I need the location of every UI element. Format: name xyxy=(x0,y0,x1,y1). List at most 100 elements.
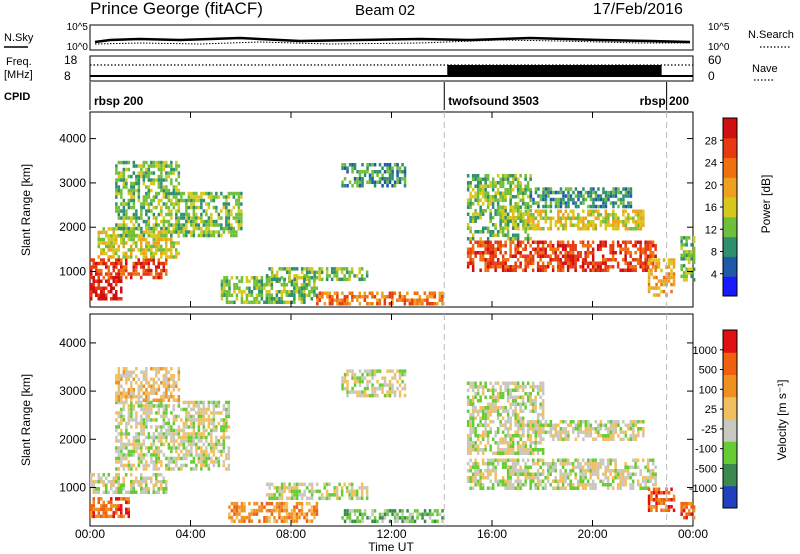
echo-cell xyxy=(190,202,193,206)
echo-cell xyxy=(582,197,585,202)
echo-cell xyxy=(117,268,120,273)
echo-cell xyxy=(207,216,211,220)
echo-cell xyxy=(403,180,407,184)
echo-cell xyxy=(509,209,512,213)
echo-cell xyxy=(647,275,651,280)
echo-cell xyxy=(125,216,128,220)
echo-cell xyxy=(273,300,276,304)
echo-cell xyxy=(481,413,485,417)
echo-cell xyxy=(132,435,136,440)
echo-cell xyxy=(360,486,364,490)
echo-cell xyxy=(270,283,274,287)
echo-cell xyxy=(107,490,110,494)
echo-cell xyxy=(576,465,580,469)
echo-cell xyxy=(223,279,226,283)
echo-cell xyxy=(521,195,525,199)
echo-cell xyxy=(157,202,161,206)
echo-cell xyxy=(499,413,502,417)
echo-cell xyxy=(180,435,183,440)
echo-cell xyxy=(137,248,140,252)
echo-cell xyxy=(489,458,492,462)
echo-cell xyxy=(646,244,650,248)
echo-cell xyxy=(466,188,470,192)
echo-cell xyxy=(531,462,535,466)
echo-cell xyxy=(579,462,582,466)
echo-cell xyxy=(537,187,540,191)
echo-cell xyxy=(278,279,281,283)
echo-cell xyxy=(278,486,281,490)
echo-cell xyxy=(122,202,126,206)
echo-cell xyxy=(611,251,615,255)
echo-cell xyxy=(489,406,492,410)
echo-cell xyxy=(140,202,143,206)
echo-cell xyxy=(481,448,485,452)
echo-cell xyxy=(140,404,143,408)
echo-cell xyxy=(120,377,123,381)
echo-cell xyxy=(225,428,228,433)
echo-cell xyxy=(162,237,165,242)
echo-cell xyxy=(526,240,530,244)
echo-cell xyxy=(343,512,347,517)
echo-cell xyxy=(670,261,673,266)
echo-cell xyxy=(273,508,276,513)
echo-cell xyxy=(363,393,367,398)
echo-cell xyxy=(265,297,269,301)
echo-cell xyxy=(351,386,354,391)
echo-cell xyxy=(484,261,487,265)
echo-cell xyxy=(426,298,429,302)
echo-cell xyxy=(616,483,620,487)
echo-cell xyxy=(215,442,218,447)
echo-cell xyxy=(376,170,379,174)
echo-cell xyxy=(152,241,155,245)
echo-cell xyxy=(107,255,110,259)
echo-cell xyxy=(597,209,600,213)
echo-cell xyxy=(210,418,213,422)
echo-cell xyxy=(157,487,160,491)
echo-cell xyxy=(275,270,279,275)
echo-cell xyxy=(200,446,203,450)
echo-cell xyxy=(200,453,203,457)
echo-cell xyxy=(486,462,490,466)
echo-cell xyxy=(589,483,592,487)
echo-cell xyxy=(117,449,121,454)
echo-cell xyxy=(680,253,683,258)
echo-cell xyxy=(471,441,475,445)
echo-cell xyxy=(499,406,502,410)
echo-cell xyxy=(519,479,522,483)
echo-cell xyxy=(140,265,143,269)
echo-cell xyxy=(117,279,120,283)
echo-cell xyxy=(120,497,123,501)
echo-cell xyxy=(579,201,583,205)
echo-cell xyxy=(160,237,163,242)
echo-cell xyxy=(544,213,548,217)
echo-cell xyxy=(539,258,542,262)
echo-cell xyxy=(526,381,530,385)
echo-cell xyxy=(614,472,617,476)
echo-cell xyxy=(290,290,294,294)
echo-cell xyxy=(519,261,522,265)
echo-cell xyxy=(403,383,407,387)
echo-cell xyxy=(187,442,191,447)
echo-cell xyxy=(315,286,319,290)
echo-cell xyxy=(606,469,610,473)
echo-cell xyxy=(185,425,188,429)
echo-cell xyxy=(253,283,256,287)
echo-cell xyxy=(147,171,151,175)
echo-cell xyxy=(122,467,126,471)
echo-cell xyxy=(494,261,497,265)
echo-cell xyxy=(626,251,630,255)
echo-cell xyxy=(205,226,208,231)
echo-cell xyxy=(509,392,512,396)
echo-cell xyxy=(639,261,642,265)
echo-cell xyxy=(383,379,387,384)
nsky-trace xyxy=(94,36,691,44)
echo-cell xyxy=(687,253,691,258)
echo-cell xyxy=(235,198,238,203)
echo-cell xyxy=(637,227,640,231)
echo-cell xyxy=(177,435,181,440)
echo-cell xyxy=(469,251,472,255)
echo-cell xyxy=(383,509,387,513)
colorbar-swatch xyxy=(723,256,737,277)
echo-cell xyxy=(92,286,95,290)
echo-cell xyxy=(476,198,480,202)
